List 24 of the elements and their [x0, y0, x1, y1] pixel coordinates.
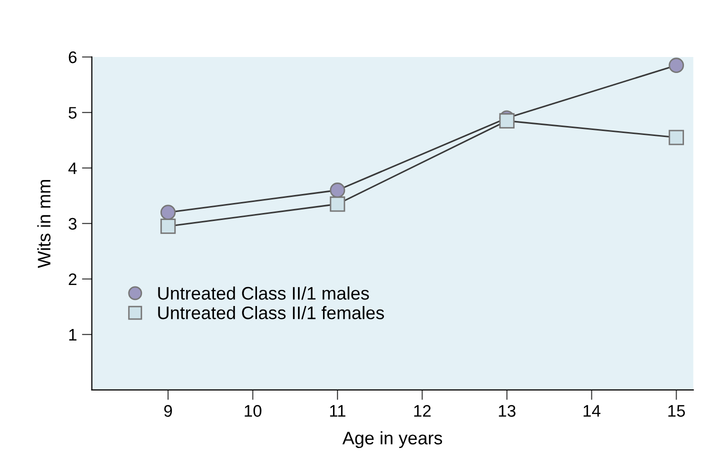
legend-label: Untreated Class II/1 females	[158, 306, 384, 320]
point	[330, 182, 346, 198]
y-tick-label: 1	[69, 329, 76, 341]
x-axis-title: Age in years	[342, 431, 442, 448]
point	[499, 113, 515, 128]
point	[160, 204, 176, 220]
x-tick-label: 14	[584, 405, 600, 417]
x-tick-label: 10	[244, 405, 262, 417]
x-tick-label: 13	[498, 405, 516, 417]
point	[160, 218, 176, 234]
x-tick-label: 12	[414, 405, 431, 417]
x-tick-label: 11	[330, 405, 346, 417]
x-tick-label: 15	[668, 405, 685, 417]
y-tick-label: 5	[68, 107, 77, 119]
point	[668, 58, 684, 73]
y-tick-label: 2	[68, 273, 76, 286]
y-tick-label: 4	[68, 162, 77, 174]
y-tick-label: 3	[68, 218, 77, 230]
point	[668, 130, 684, 146]
y-tick-label: 6	[68, 51, 77, 64]
legend-label: Untreated Class II/1 males	[158, 286, 369, 300]
x-tick-label: 9	[164, 405, 172, 417]
y-axis-title: Wits in mm	[37, 180, 51, 268]
point	[330, 196, 346, 212]
